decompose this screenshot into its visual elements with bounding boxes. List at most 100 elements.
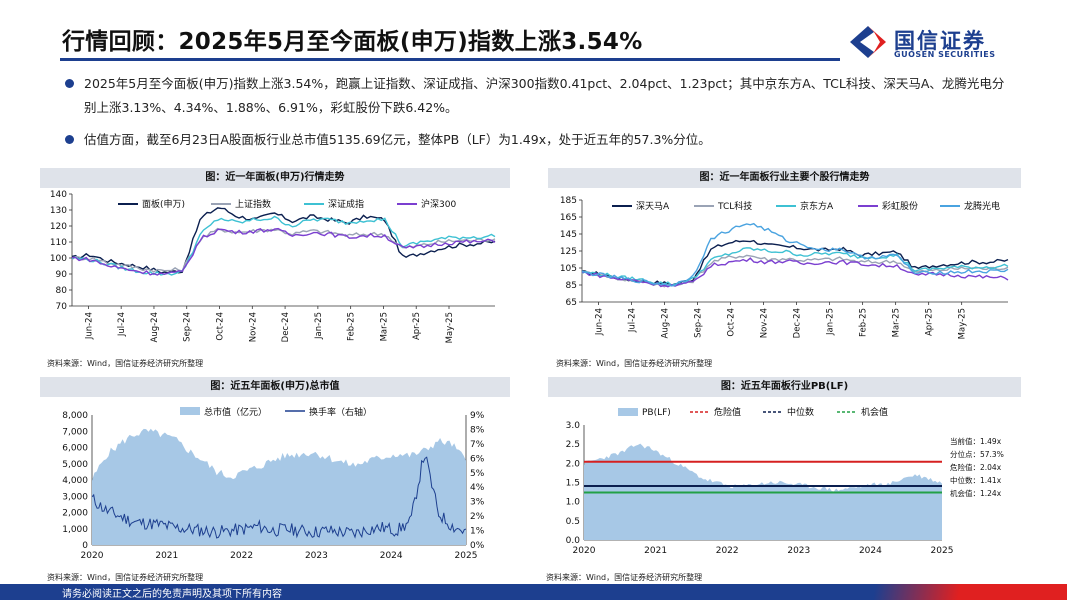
logo-text-en: GUOSEN SECURITIES [894,50,996,59]
y-tick-label: 70 [56,302,68,312]
page-title: 行情回顾：2025年5月至今面板(申万)指数上涨3.54% [62,29,643,55]
bullet-text: 估值方面，截至6月23日A股面板行业总市值5135.69亿元，整体PB（LF）为… [84,132,711,147]
annotation-text: 机会值：1.24x [950,488,1002,498]
logo-text-cn: 国信证券 [894,29,986,53]
y2-tick-label: 9% [470,411,485,421]
y2-tick-label: 8% [470,425,485,435]
legend-label: 上证指数 [235,198,271,210]
legend-label: 龙腾光电 [964,200,1000,212]
legend-swatch [618,408,638,416]
footer-disclaimer: 请务必阅读正文之后的免责声明及其项下所有内容 [62,589,282,600]
legend-label: 危险值 [714,406,741,418]
x-tick-label: Jul-24 [628,308,638,333]
y-tick-label: 3,000 [62,492,88,502]
y-tick-label: 8,000 [62,411,88,421]
bullet-item: 估值方面，截至6月23日A股面板行业总市值5135.69亿元，整体PB（LF）为… [62,128,1012,152]
x-tick-label: Jan-25 [314,312,324,340]
y2-tick-label: 0% [470,541,485,551]
y-tick-label: 120 [50,222,67,232]
y-tick-label: 0 [82,541,88,551]
y2-tick-label: 6% [470,454,485,464]
summary-bullets: 2025年5月至今面板(申万)指数上涨3.54%，跑赢上证指数、深证成指、沪深3… [62,72,1012,160]
annotation-text: 分位点：57.3% [950,449,1004,459]
legend-label: 机会值 [861,406,888,418]
source-note: 资料来源：Wind，国信证券经济研究所整理 [556,359,713,368]
x-tick-label: 2021 [644,546,667,556]
legend-label: 深证成指 [328,198,364,210]
y-tick-label: 2.5 [566,440,580,450]
panel-title: 图：近一年面板行业主要个股行情走势 [548,168,1021,188]
x-tick-label: Aug-24 [661,308,671,338]
legend-label: 换手率（右轴） [309,406,372,418]
x-tick-label: 2022 [230,551,253,561]
chart-pb: 0.0 0.5 1.0 1.5 2.0 2.5 3.0 2020 2021 2022 2023 202… [566,406,1004,556]
x-tick-label: 2022 [716,546,739,556]
series-line-3 [72,227,496,276]
x-tick-label: Sep-24 [183,312,193,342]
legend-label: 彩虹股份 [882,200,918,212]
y-tick-label: 80 [56,286,68,296]
turnover-line [91,456,467,539]
x-tick-label: Jan-25 [826,308,836,336]
source-note: 资料来源：Wind，国信证券经济研究所整理 [47,573,204,582]
source-note: 资料来源：Wind，国信证券经济研究所整理 [47,359,204,368]
panel-stock-trend: 图：近一年面板行业主要个股行情走势 65 85 105 125 145 165 185 Jun… [548,168,1021,368]
y-tick-label: 1.5 [566,479,580,489]
x-tick-label: Feb-25 [859,308,869,337]
x-tick-label: May-25 [958,308,968,339]
y-tick-label: 2.0 [566,459,581,469]
y-tick-label: 0.5 [566,517,580,527]
series-line-4 [581,222,1009,287]
y-tick-label: 140 [50,190,67,200]
y-tick-label: 65 [566,298,577,308]
panel-title: 图：近一年面板(申万)行情走势 [40,168,510,188]
legend-label: 面板(申万) [142,198,185,210]
y-tick-label: 0.0 [566,536,581,546]
y-tick-label: 165 [560,213,577,223]
x-tick-label: Nov-24 [248,312,258,342]
legend-label: 总市值（亿元） [204,406,267,418]
panel-index-trend: 图：近一年面板(申万)行情走势 70 80 90 100 110 120 130 140 Jun… [40,168,510,368]
y-tick-label: 185 [560,196,577,206]
x-tick-label: 2024 [859,546,882,556]
legend-label: 沪深300 [421,198,456,210]
y-tick-label: 105 [560,264,577,274]
title-underline [60,58,840,61]
legend-label: 中位数 [787,406,814,418]
x-tick-label: Mar-25 [379,312,389,341]
legend-label: PB(LF) [642,408,671,418]
x-tick-label: Jun-24 [84,312,94,340]
panel-title: 图：近五年面板行业PB(LF) [548,377,1021,397]
y2-tick-label: 7% [470,440,485,450]
series-line-0 [71,207,496,274]
panel-market-cap: 图：近五年面板(申万)总市值 0 1,000 2,000 3,000 4,000 5,00… [40,377,510,567]
y-tick-label: 6,000 [62,444,88,454]
y-tick-label: 125 [560,247,577,257]
x-tick-label: 2024 [380,551,403,561]
x-tick-label: Nov-24 [760,308,770,338]
y-tick-label: 3.0 [566,421,581,431]
legend-swatch [180,407,200,415]
bullet-item: 2025年5月至今面板(申万)指数上涨3.54%，跑赢上证指数、深证成指、沪深3… [62,72,1012,120]
source-note: 资料来源：Wind，国信证券经济研究所整理 [546,573,703,582]
x-tick-label: Oct-24 [216,312,226,341]
x-tick-label: 2023 [787,546,810,556]
y2-tick-label: 2% [470,512,485,522]
y2-tick-label: 4% [470,483,485,493]
company-logo: 国信证券 GUOSEN SECURITIES [846,22,1026,64]
annotation-text: 当前值：1.49x [950,436,1002,446]
annotation-text: 中位数：1.41x [950,475,1002,485]
y-tick-label: 100 [50,254,67,264]
y2-tick-label: 5% [470,469,485,479]
x-tick-label: Jun-24 [595,308,605,336]
panel-pb: 图：近五年面板行业PB(LF) 0.0 0.5 1.0 1.5 2.0 2.5 3.0 202… [548,377,1021,567]
y-tick-label: 4,000 [62,476,88,486]
x-tick-label: Mar-25 [892,308,902,337]
y-tick-label: 90 [56,270,68,280]
series-line-3 [581,257,1009,288]
y-tick-label: 85 [566,281,577,291]
legend-label: TCL科技 [717,200,752,212]
chart-index-trend: 70 80 90 100 110 120 130 140 Jun-24 Jul-24 Aug-24 S… [50,190,496,343]
footer-accent [827,584,1067,600]
